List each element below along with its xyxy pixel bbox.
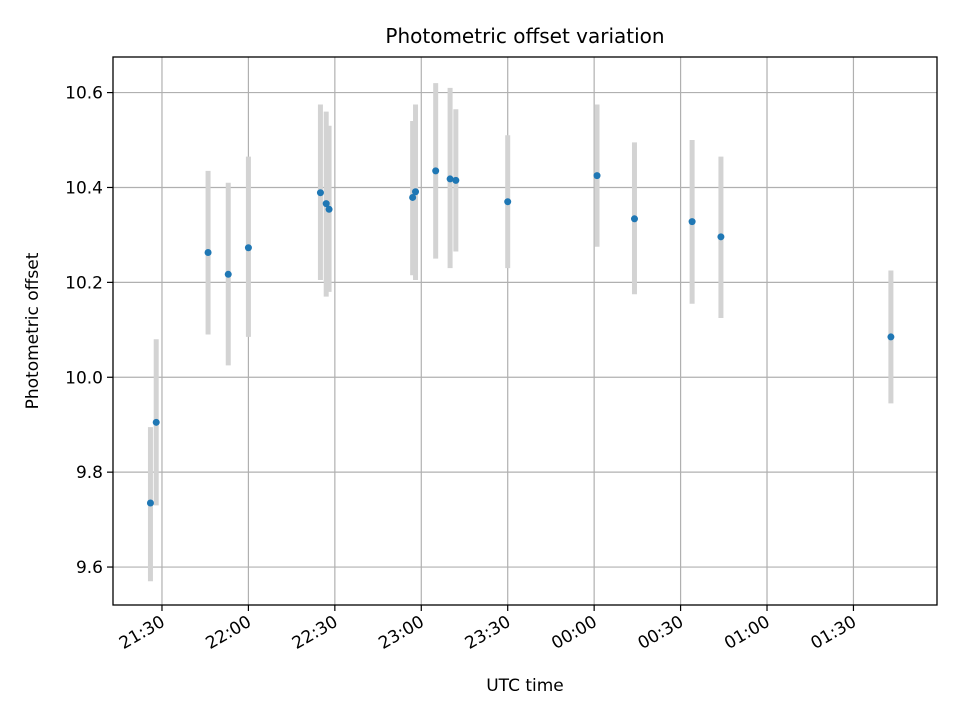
y-tick-label: 10.2 <box>65 273 103 293</box>
data-point <box>432 167 440 175</box>
x-axis-title: UTC time <box>486 676 564 696</box>
data-point <box>146 499 154 507</box>
data-point <box>316 189 324 197</box>
y-tick-label: 10.0 <box>65 368 103 388</box>
data-point <box>630 215 638 223</box>
data-point <box>409 193 417 201</box>
y-tick-label: 10.6 <box>65 84 103 104</box>
data-point <box>412 188 420 196</box>
y-tick-label: 9.6 <box>76 558 103 578</box>
data-point <box>325 205 333 213</box>
data-point <box>717 233 725 241</box>
data-points <box>146 167 895 507</box>
data-point <box>152 418 160 426</box>
plot-frame <box>112 56 938 606</box>
data-point <box>593 172 601 180</box>
data-point <box>504 198 512 206</box>
data-point <box>244 244 252 252</box>
data-point <box>452 176 460 184</box>
y-tick-label: 10.4 <box>65 178 103 198</box>
data-point <box>224 270 232 278</box>
data-point <box>322 200 330 208</box>
grid <box>113 57 937 605</box>
chart-title: Photometric offset variation <box>385 24 664 48</box>
data-point <box>204 248 212 256</box>
data-point <box>446 175 454 183</box>
data-point <box>688 218 696 226</box>
y-axis: 9.6 9.8 10.0 10.2 10.4 10.6 <box>65 84 113 578</box>
y-axis-title: Photometric offset <box>23 252 43 409</box>
y-tick-label: 9.8 <box>76 463 103 483</box>
data-point <box>887 333 895 341</box>
